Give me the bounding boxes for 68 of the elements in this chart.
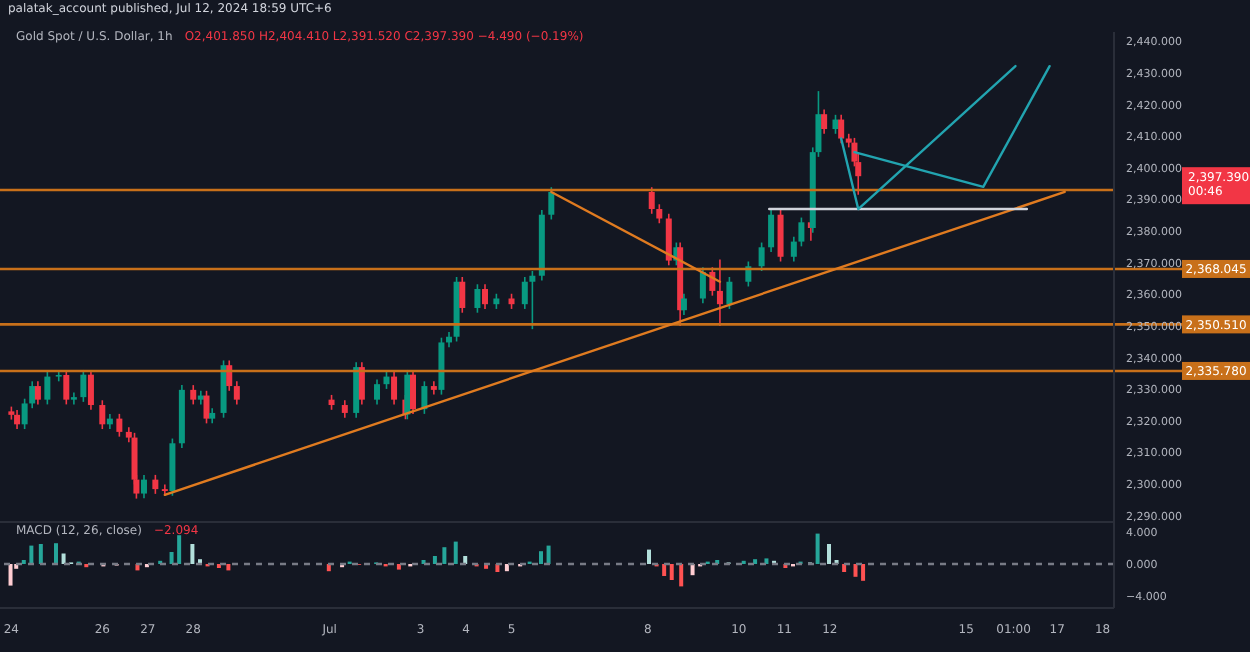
candlestick	[726, 276, 733, 310]
candlestick	[220, 359, 227, 419]
bar	[226, 564, 231, 571]
candlestick	[482, 283, 489, 310]
bar	[669, 564, 674, 580]
candlestick	[758, 241, 765, 272]
candlestick	[140, 474, 147, 500]
bar	[690, 564, 695, 576]
bar	[453, 541, 458, 564]
bar	[662, 564, 667, 576]
bar	[504, 564, 509, 572]
bar	[546, 545, 551, 564]
candlestick	[63, 369, 70, 406]
bar	[495, 564, 500, 572]
candlestick	[99, 399, 106, 430]
candlestick	[44, 371, 51, 406]
bar	[432, 556, 437, 564]
candlestick	[459, 276, 466, 314]
candlestick	[777, 209, 784, 263]
candlestick	[116, 413, 123, 438]
candlestick	[169, 437, 176, 497]
candlestick	[374, 378, 381, 406]
candlestick	[14, 409, 21, 430]
bar	[190, 544, 195, 564]
candlestick	[745, 260, 752, 288]
bar	[679, 564, 684, 587]
candlestick	[430, 380, 437, 396]
candlestick	[34, 380, 41, 406]
bar	[396, 564, 401, 570]
bar	[177, 535, 182, 564]
candlestick	[821, 108, 828, 135]
candlestick	[80, 369, 87, 403]
bar	[463, 556, 468, 564]
candlestick	[529, 270, 536, 330]
bar	[53, 543, 58, 564]
candlestick	[353, 361, 360, 419]
candlestick	[768, 209, 775, 253]
bar	[38, 544, 43, 564]
bar	[861, 564, 866, 581]
candlestick	[410, 369, 417, 415]
candlestick	[190, 384, 197, 406]
candlestick	[233, 380, 240, 406]
candlestick	[358, 361, 365, 406]
candlestick	[203, 390, 210, 425]
bar	[539, 551, 543, 564]
candlestick	[87, 369, 94, 411]
candlestick	[699, 266, 706, 305]
bar	[764, 558, 769, 564]
candlestick	[648, 186, 655, 215]
bar	[826, 544, 831, 564]
candlestick	[716, 258, 723, 327]
candlestick	[521, 276, 528, 310]
candlestick	[152, 474, 159, 495]
candlestick	[438, 336, 445, 396]
candlestick	[838, 114, 845, 145]
bar	[8, 564, 13, 586]
bar	[815, 533, 820, 564]
candlestick	[226, 359, 233, 392]
bar	[853, 564, 858, 577]
candlestick	[70, 391, 77, 406]
candlestick	[548, 186, 555, 221]
candlestick	[391, 371, 398, 406]
bar	[842, 564, 847, 572]
candlestick	[665, 212, 672, 267]
bar	[646, 549, 651, 564]
candlestick	[474, 283, 481, 314]
bar	[442, 547, 447, 564]
candlestick	[680, 292, 687, 316]
